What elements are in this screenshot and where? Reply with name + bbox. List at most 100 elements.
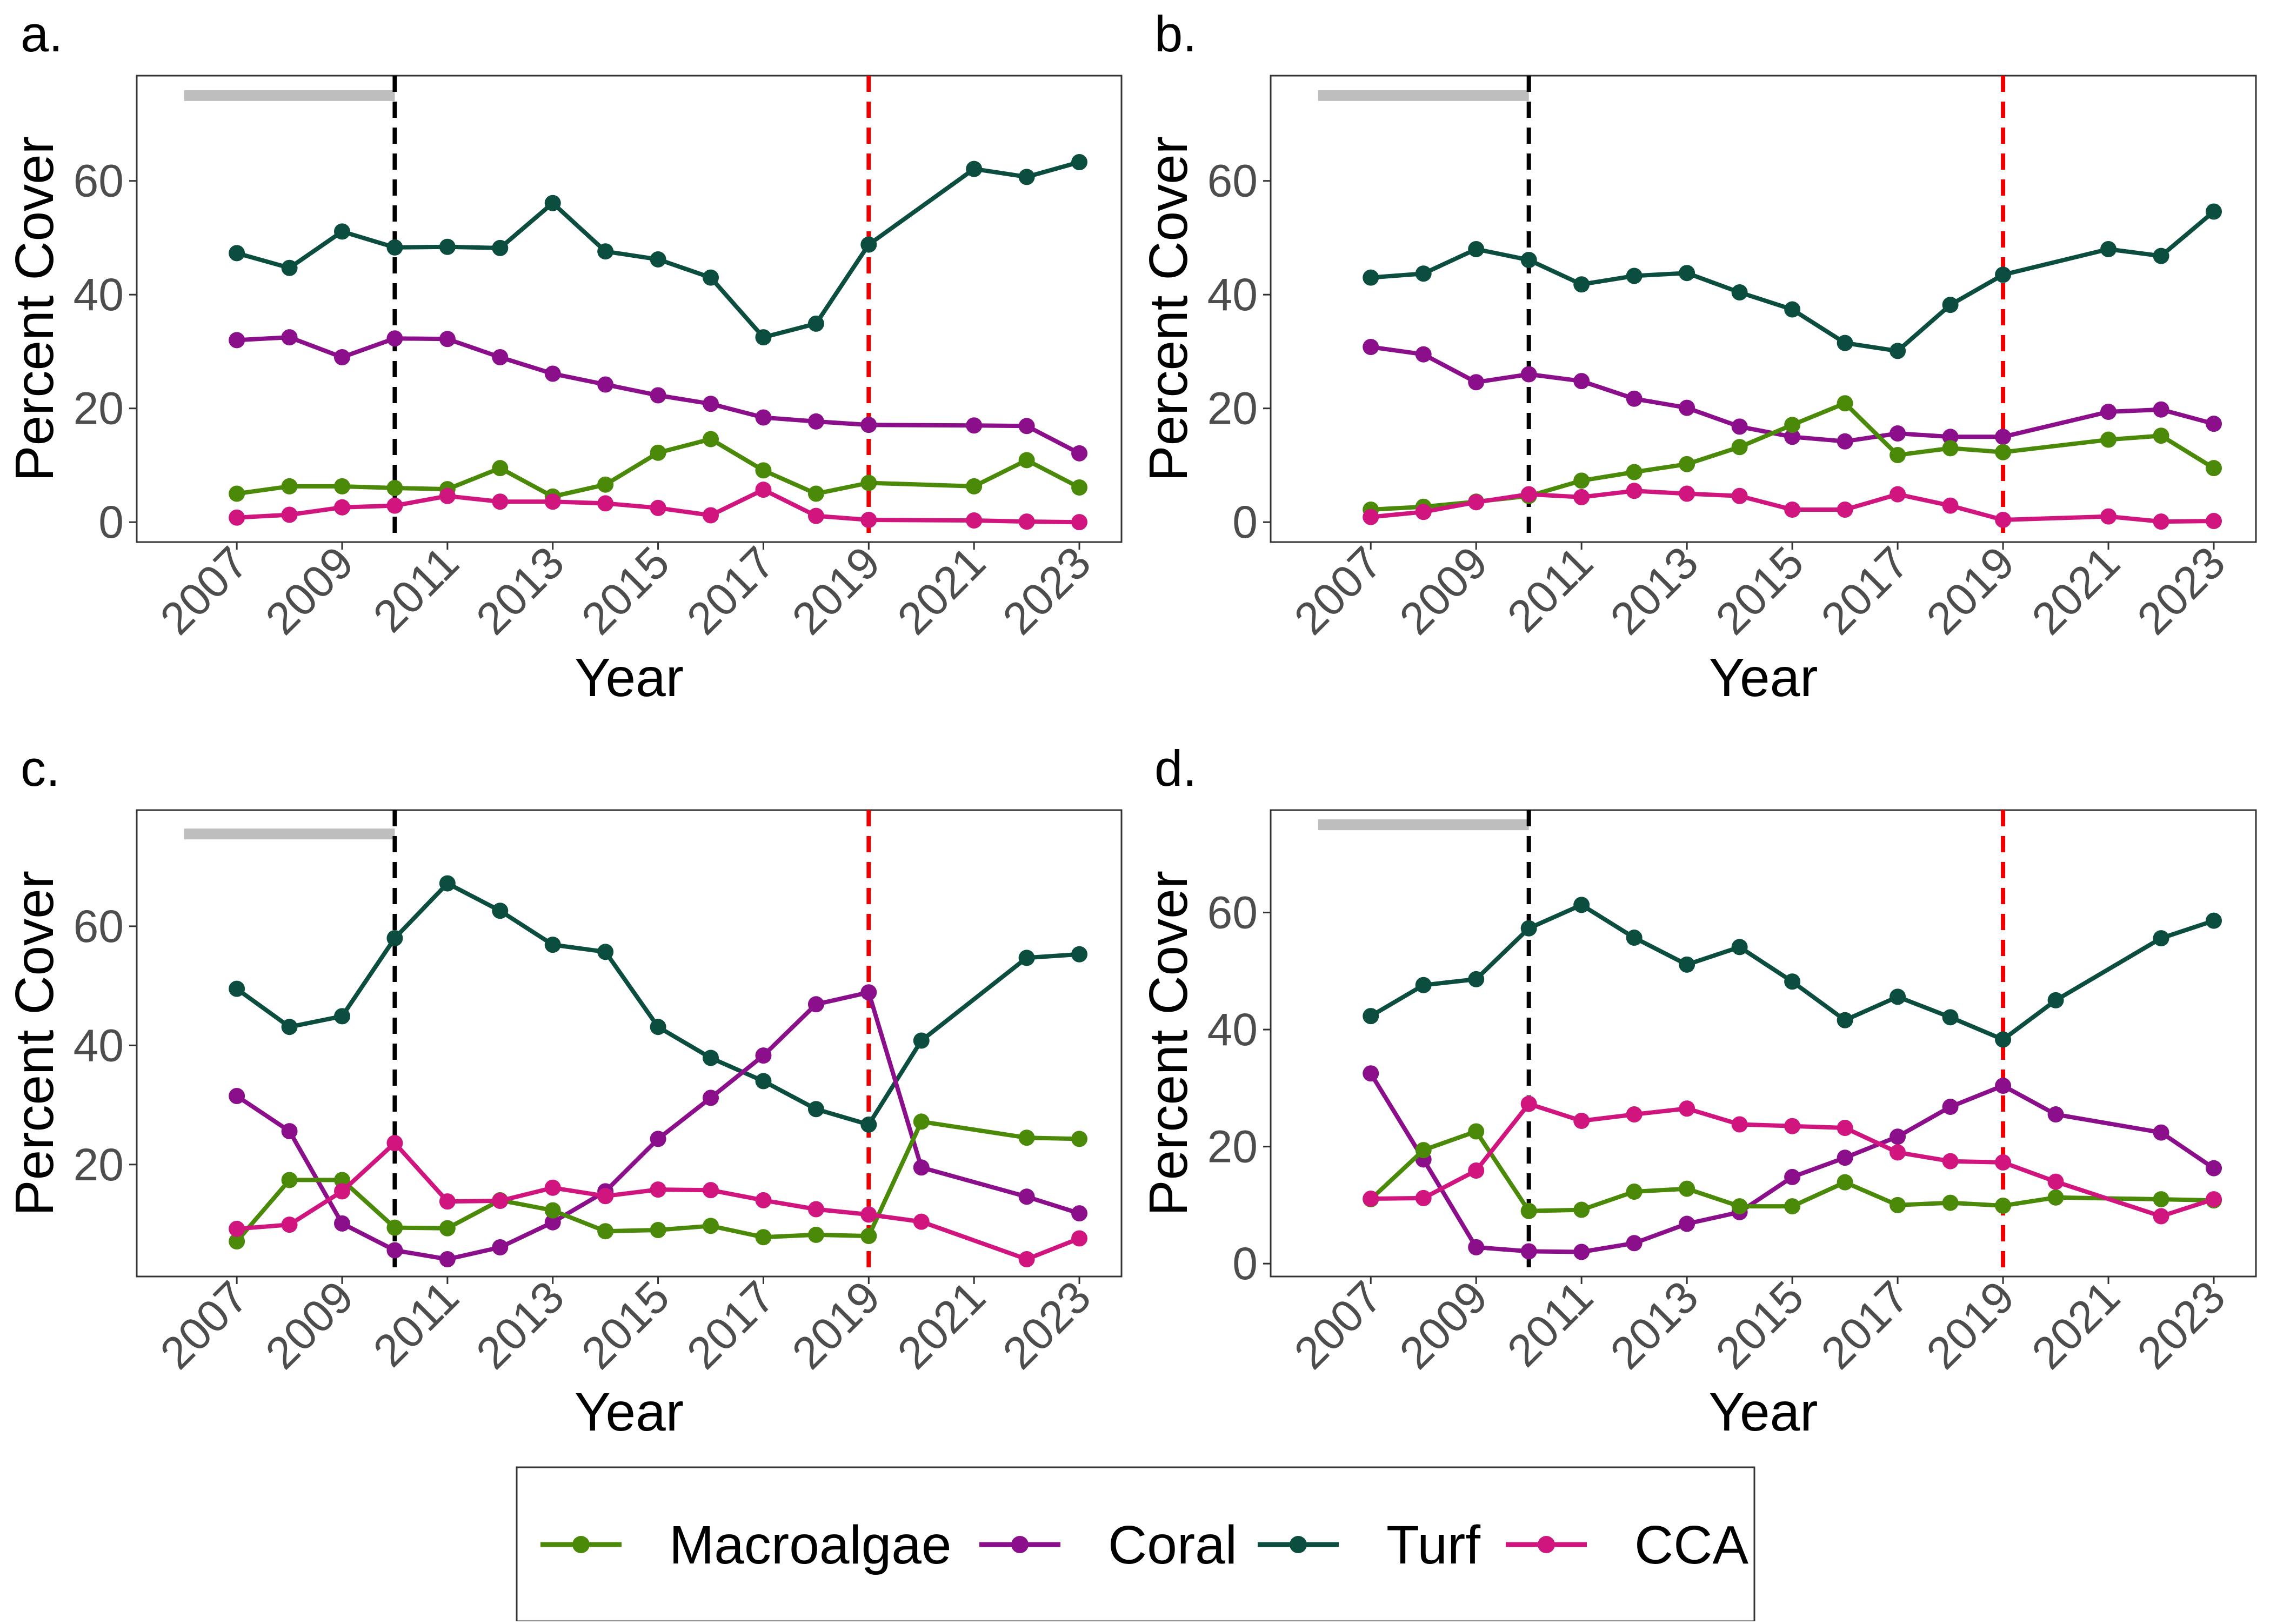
- data-point-macroalgae: [1995, 1197, 2012, 1214]
- data-point-turf: [1520, 920, 1537, 937]
- data-point-macroalgae: [1890, 446, 1906, 463]
- legend-label-coral: Coral: [1108, 1515, 1237, 1575]
- data-point-macroalgae: [1679, 456, 1695, 472]
- data-point-macroalgae: [1415, 1142, 1432, 1159]
- series-line-turf: [1370, 210, 2215, 353]
- series-coral: [1363, 339, 2222, 450]
- data-point-turf: [860, 236, 877, 253]
- y-axis-title: Percent Cover: [4, 136, 65, 482]
- panel-label: a.: [21, 5, 63, 62]
- data-point-cca: [1731, 487, 1748, 504]
- legend-label-macroalgae: Macroalgae: [669, 1515, 952, 1575]
- data-point-macroalgae: [1890, 1197, 1906, 1213]
- x-axis-title: Year: [575, 647, 684, 708]
- data-point-macroalgae: [1071, 1131, 1088, 1147]
- data-point-macroalgae: [597, 1223, 614, 1240]
- x-tick-label: 2013: [466, 1271, 574, 1379]
- data-point-turf: [597, 944, 614, 960]
- x-tick-label: 2021: [887, 1271, 995, 1379]
- data-point-cca: [229, 1220, 245, 1237]
- data-point-turf: [1626, 930, 1643, 946]
- plot-frame: [136, 809, 1123, 1278]
- data-point-macroalgae: [703, 431, 719, 447]
- data-point-macroalgae: [1784, 1198, 1801, 1215]
- y-tick-label: 60: [1207, 887, 1258, 938]
- data-point-cca: [703, 1182, 719, 1199]
- x-tick-label: 2009: [256, 537, 363, 644]
- x-tick-label: 2013: [1600, 1271, 1708, 1379]
- data-point-macroalgae: [386, 480, 403, 497]
- data-point-coral: [229, 1088, 245, 1105]
- series-macroalgae: [229, 431, 1088, 505]
- data-point-coral: [1626, 390, 1643, 407]
- plot-frame: [136, 75, 1123, 543]
- data-point-macroalgae: [650, 444, 666, 461]
- data-point-coral: [1942, 1098, 1959, 1115]
- data-point-turf: [2153, 930, 2169, 947]
- data-point-coral: [1468, 1239, 1485, 1255]
- data-point-turf: [2206, 912, 2222, 929]
- data-point-macroalgae: [229, 1233, 245, 1249]
- data-point-turf: [1415, 265, 1432, 282]
- data-point-coral: [1995, 429, 2012, 445]
- x-tick-label: 2009: [1390, 537, 1497, 644]
- data-point-macroalgae: [2153, 1191, 2169, 1208]
- series-turf: [1363, 897, 2222, 1048]
- data-point-turf: [333, 223, 350, 240]
- x-tick-label: 2021: [2022, 537, 2129, 644]
- data-point-turf: [1468, 240, 1485, 257]
- data-point-cca: [1837, 502, 1853, 518]
- data-point-coral: [544, 1214, 561, 1231]
- data-point-macroalgae: [755, 462, 772, 479]
- data-point-coral: [650, 387, 666, 404]
- x-tick-label: 2015: [1706, 537, 1813, 644]
- data-point-coral: [1784, 429, 1801, 445]
- data-point-coral: [544, 365, 561, 382]
- data-point-macroalgae: [860, 1228, 877, 1245]
- data-point-turf: [281, 1019, 298, 1035]
- x-tick-label: 2015: [572, 537, 679, 644]
- y-tick-label: 60: [1207, 156, 1258, 206]
- data-point-macroalgae: [1573, 472, 1590, 489]
- data-point-macroalgae: [1573, 1201, 1590, 1218]
- data-point-macroalgae: [1784, 417, 1801, 433]
- x-tick-label: 2013: [466, 537, 574, 644]
- x-tick-label: 2017: [1811, 1271, 1919, 1379]
- data-point-turf: [1679, 956, 1695, 973]
- data-point-coral: [1520, 366, 1537, 383]
- data-point-coral: [703, 396, 719, 412]
- data-point-cca: [1731, 1116, 1748, 1133]
- data-point-coral: [1731, 418, 1748, 435]
- data-point-macroalgae: [1679, 1180, 1695, 1197]
- data-point-macroalgae: [1942, 440, 1959, 457]
- data-point-coral: [492, 349, 509, 365]
- data-point-cca: [281, 506, 298, 523]
- data-point-turf: [807, 315, 824, 332]
- y-tick-label: 0: [98, 497, 124, 547]
- data-point-turf: [755, 1073, 772, 1090]
- x-tick-label: 2011: [1498, 537, 1603, 641]
- data-point-cca: [2206, 1191, 2222, 1208]
- data-point-cca: [1573, 1112, 1590, 1129]
- data-point-turf: [544, 937, 561, 953]
- data-point-cca: [1890, 486, 1906, 503]
- x-tick-label: 2019: [1917, 1271, 2024, 1379]
- data-point-macroalgae: [1626, 464, 1643, 480]
- data-point-coral: [1784, 1168, 1801, 1185]
- data-point-macroalgae: [1468, 1123, 1485, 1140]
- data-point-cca: [1995, 1154, 2012, 1171]
- series-turf: [1363, 203, 2222, 359]
- x-tick-label: 2023: [993, 1271, 1100, 1379]
- data-point-coral: [1837, 433, 1853, 450]
- data-point-macroalgae: [2153, 427, 2169, 444]
- data-point-macroalgae: [1626, 1183, 1643, 1200]
- data-point-turf: [1415, 977, 1432, 993]
- data-point-turf: [229, 980, 245, 997]
- data-point-coral: [492, 1239, 509, 1255]
- data-point-cca: [1679, 1100, 1695, 1117]
- data-point-coral: [386, 1242, 403, 1259]
- series-line-macroalgae: [1369, 1129, 2214, 1213]
- series-line-cca: [1371, 1101, 2215, 1219]
